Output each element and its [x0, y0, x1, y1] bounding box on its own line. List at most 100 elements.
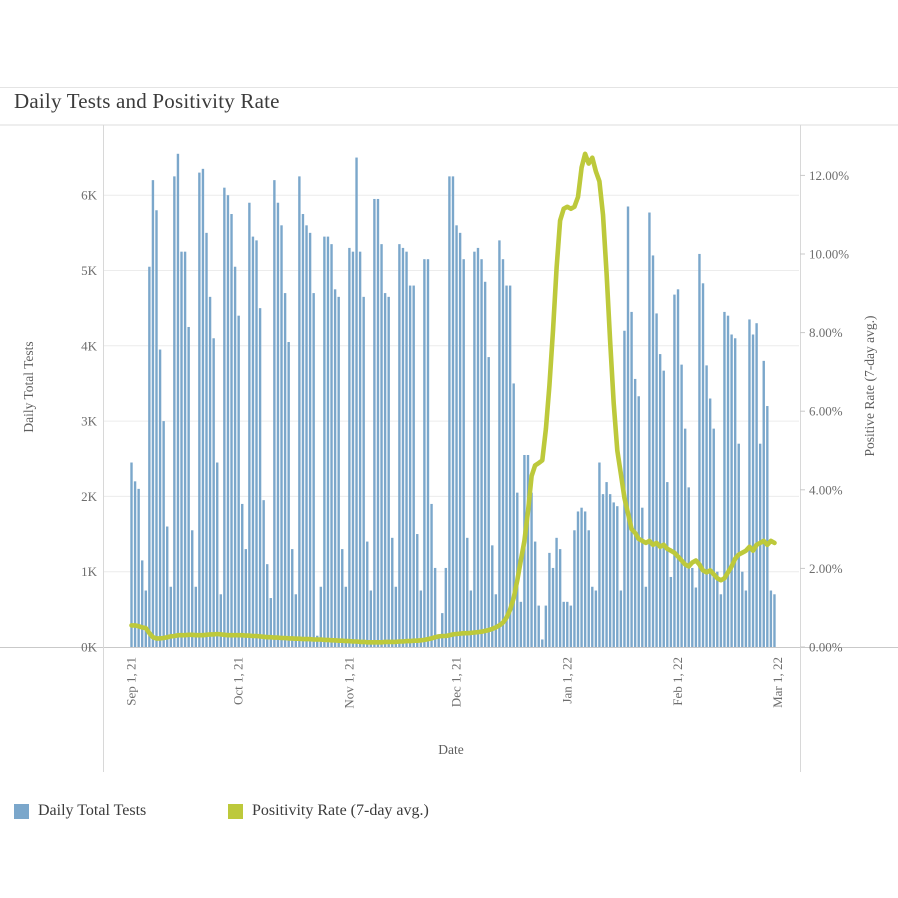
- bar[interactable]: [480, 259, 483, 647]
- bar[interactable]: [494, 594, 498, 647]
- bar[interactable]: [305, 225, 308, 647]
- bar[interactable]: [394, 586, 398, 647]
- bar[interactable]: [401, 247, 405, 647]
- bar[interactable]: [726, 315, 730, 647]
- bar[interactable]: [733, 338, 737, 647]
- bar[interactable]: [151, 180, 155, 647]
- bar[interactable]: [483, 281, 487, 647]
- bar[interactable]: [323, 236, 326, 648]
- bar[interactable]: [487, 357, 490, 647]
- bar[interactable]: [326, 236, 330, 648]
- bar[interactable]: [187, 326, 190, 647]
- bar[interactable]: [251, 236, 255, 648]
- bar[interactable]: [708, 398, 712, 647]
- bar[interactable]: [419, 590, 423, 647]
- bar[interactable]: [723, 311, 726, 647]
- bar[interactable]: [333, 289, 337, 647]
- bar[interactable]: [269, 598, 273, 647]
- bar[interactable]: [619, 590, 623, 647]
- bar[interactable]: [601, 494, 605, 647]
- bar[interactable]: [262, 500, 265, 647]
- bar[interactable]: [566, 601, 569, 647]
- bar[interactable]: [387, 296, 390, 647]
- bar[interactable]: [633, 378, 637, 647]
- bar[interactable]: [605, 482, 608, 647]
- bar[interactable]: [398, 244, 401, 647]
- bar[interactable]: [466, 537, 469, 647]
- bar[interactable]: [641, 507, 644, 647]
- bar[interactable]: [583, 511, 587, 647]
- bar[interactable]: [676, 289, 680, 647]
- bar[interactable]: [530, 492, 533, 647]
- bar[interactable]: [430, 503, 433, 647]
- bar[interactable]: [451, 176, 455, 647]
- bar[interactable]: [183, 251, 187, 648]
- bar[interactable]: [594, 590, 598, 647]
- bar[interactable]: [380, 244, 383, 647]
- bar[interactable]: [198, 172, 201, 648]
- bar[interactable]: [266, 564, 269, 647]
- bar[interactable]: [437, 635, 440, 647]
- bar[interactable]: [441, 613, 444, 647]
- bar[interactable]: [644, 586, 648, 647]
- bar[interactable]: [505, 285, 508, 647]
- bar[interactable]: [291, 549, 294, 647]
- bar[interactable]: [498, 240, 501, 647]
- bar[interactable]: [223, 187, 226, 648]
- bar[interactable]: [298, 176, 301, 647]
- bar[interactable]: [673, 294, 676, 647]
- positivity-line[interactable]: [129, 151, 777, 645]
- bar[interactable]: [230, 214, 233, 647]
- bar[interactable]: [719, 594, 723, 647]
- bar[interactable]: [433, 567, 437, 647]
- bar[interactable]: [376, 198, 380, 647]
- bar[interactable]: [458, 232, 462, 647]
- bar[interactable]: [569, 605, 573, 647]
- bar[interactable]: [362, 296, 365, 647]
- bar[interactable]: [512, 383, 515, 647]
- bar[interactable]: [137, 488, 140, 647]
- bar[interactable]: [533, 541, 537, 647]
- bar[interactable]: [219, 594, 222, 647]
- bar[interactable]: [701, 283, 705, 647]
- bar[interactable]: [762, 360, 765, 647]
- bar[interactable]: [344, 586, 348, 647]
- bar[interactable]: [383, 293, 387, 647]
- bar[interactable]: [255, 240, 258, 647]
- bar[interactable]: [155, 210, 158, 647]
- bar[interactable]: [212, 338, 215, 647]
- bar[interactable]: [133, 481, 137, 647]
- bar[interactable]: [669, 576, 673, 647]
- bar[interactable]: [769, 590, 773, 647]
- bar[interactable]: [716, 571, 719, 647]
- bar[interactable]: [276, 202, 280, 648]
- bar[interactable]: [730, 334, 733, 648]
- bar[interactable]: [573, 530, 576, 647]
- bar[interactable]: [626, 206, 630, 648]
- bar[interactable]: [555, 537, 558, 647]
- bar[interactable]: [341, 549, 344, 647]
- bar[interactable]: [712, 428, 715, 647]
- bar[interactable]: [141, 560, 144, 647]
- bar[interactable]: [258, 308, 262, 647]
- bar[interactable]: [683, 428, 687, 647]
- bar[interactable]: [694, 587, 698, 647]
- bar[interactable]: [662, 370, 665, 647]
- bar[interactable]: [201, 168, 205, 647]
- bar[interactable]: [651, 255, 655, 647]
- bar[interactable]: [226, 195, 230, 647]
- bar[interactable]: [191, 530, 194, 647]
- bar[interactable]: [208, 296, 212, 647]
- bar[interactable]: [501, 259, 505, 647]
- bar[interactable]: [162, 421, 165, 647]
- bar[interactable]: [637, 396, 640, 647]
- bar[interactable]: [158, 349, 162, 647]
- bar[interactable]: [319, 586, 323, 647]
- bar[interactable]: [751, 334, 755, 648]
- bar[interactable]: [308, 232, 312, 647]
- bar[interactable]: [205, 232, 208, 647]
- bar[interactable]: [448, 176, 451, 647]
- bar[interactable]: [176, 153, 180, 647]
- bar[interactable]: [294, 594, 298, 647]
- bar[interactable]: [358, 251, 362, 648]
